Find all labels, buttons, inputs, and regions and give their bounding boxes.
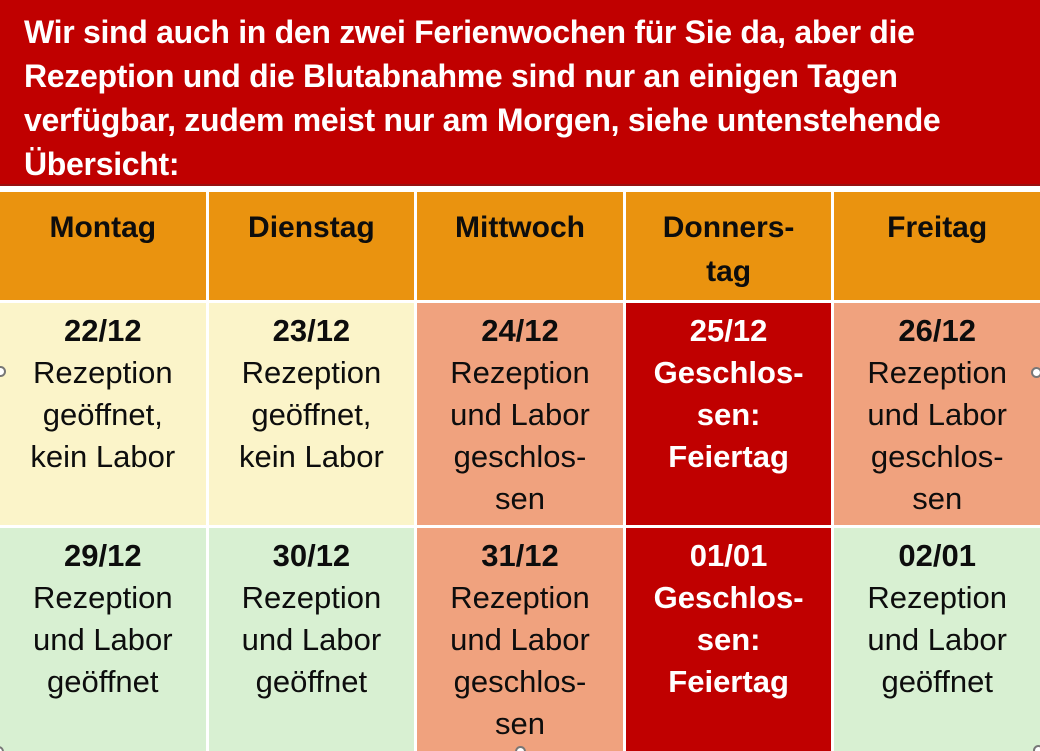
header-cell-mittwoch[interactable]: Mittwoch	[417, 192, 623, 300]
cell-text: Rezeption und Labor geöffnet	[32, 580, 173, 699]
cell-date: 29/12	[64, 538, 142, 573]
selection-handle-bottom-center[interactable]	[515, 746, 526, 751]
banner-line: Übersicht:	[24, 146, 180, 182]
header-cell-donnerstag[interactable]: Donners- tag	[625, 192, 832, 300]
cell-25-12[interactable]: 25/12 Geschlos- sen: Feiertag	[625, 303, 832, 525]
cell-22-12[interactable]: 22/12 Rezeption geöffnet, kein Labor	[0, 303, 206, 525]
cell-date: 31/12	[481, 538, 559, 573]
cell-24-12[interactable]: 24/12 Rezeption und Labor geschlos- sen	[417, 303, 623, 525]
selection-handle-right[interactable]	[1031, 367, 1040, 378]
selection-handle-bottom-left[interactable]	[0, 746, 4, 751]
cell-02-01[interactable]: 02/01 Rezeption und Labor geöffnet	[834, 528, 1040, 751]
cell-text: Rezeption geöffnet, kein Labor	[30, 355, 176, 474]
holiday-schedule-table: Montag Dienstag Mittwoch Donners- tag Fr…	[0, 192, 1040, 751]
cell-date: 25/12	[689, 313, 768, 348]
header-label: Montag	[49, 211, 157, 244]
cell-text: Rezeption und Labor geschlos- sen	[450, 355, 590, 516]
cell-text: Geschlos- sen: Feiertag	[653, 355, 804, 474]
cell-23-12[interactable]: 23/12 Rezeption geöffnet, kein Labor	[208, 303, 415, 525]
header-label: Dienstag	[248, 211, 375, 244]
header-label: Mittwoch	[455, 211, 585, 244]
banner-line: Wir sind auch in den zwei Ferienwochen f…	[24, 14, 915, 50]
cell-date: 23/12	[272, 313, 351, 348]
cell-text: Rezeption und Labor geöffnet	[241, 580, 382, 699]
cell-date: 24/12	[481, 313, 559, 348]
header-label: Donners- tag	[662, 211, 795, 288]
header-cell-montag[interactable]: Montag	[0, 192, 206, 300]
cell-text: Rezeption und Labor geöffnet	[867, 580, 1007, 699]
cell-text: Rezeption und Labor geschlos- sen	[867, 355, 1007, 516]
selection-handle-left[interactable]	[0, 366, 6, 377]
cell-01-01[interactable]: 01/01 Geschlos- sen: Feiertag	[625, 528, 832, 751]
header-label: Freitag	[887, 211, 988, 244]
cell-date: 26/12	[898, 313, 976, 348]
cell-date: 30/12	[272, 538, 351, 573]
cell-30-12[interactable]: 30/12 Rezeption und Labor geöffnet	[208, 528, 415, 751]
cell-date: 01/01	[689, 538, 768, 573]
header-cell-freitag[interactable]: Freitag	[834, 192, 1040, 300]
cell-29-12[interactable]: 29/12 Rezeption und Labor geöffnet	[0, 528, 206, 751]
cell-text: Geschlos- sen: Feiertag	[653, 580, 804, 699]
notice-banner-textbox[interactable]: Wir sind auch in den zwei Ferienwochen f…	[0, 0, 1040, 186]
cell-31-12[interactable]: 31/12 Rezeption und Labor geschlos- sen	[417, 528, 623, 751]
banner-line: verfügbar, zudem meist nur am Morgen, si…	[24, 102, 941, 138]
selection-handle-bottom-right[interactable]	[1033, 745, 1040, 751]
cell-26-12[interactable]: 26/12 Rezeption und Labor geschlos- sen	[834, 303, 1040, 525]
cell-date: 22/12	[64, 313, 142, 348]
banner-line: Rezeption und die Blutabnahme sind nur a…	[24, 58, 898, 94]
header-cell-dienstag[interactable]: Dienstag	[208, 192, 415, 300]
cell-text: Rezeption geöffnet, kein Labor	[239, 355, 384, 474]
cell-text: Rezeption und Labor geschlos- sen	[450, 580, 590, 741]
cell-date: 02/01	[898, 538, 976, 573]
